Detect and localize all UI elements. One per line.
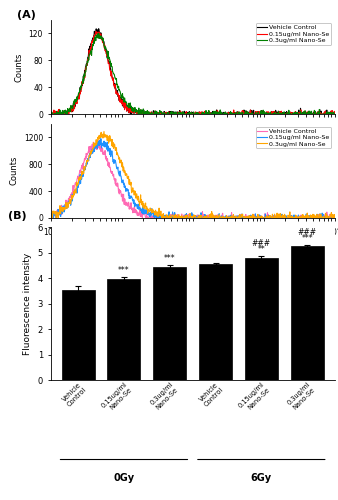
Vehicle Control <box>230 215 234 221</box>
0.3ug/ml Nano-Se <box>221 112 225 117</box>
Text: (A): (A) <box>17 10 35 20</box>
0.3ug/ml Nano-Se <box>230 112 234 117</box>
0.3ug/ml Nano-Se <box>49 215 53 221</box>
Vehicle Control <box>214 215 218 221</box>
0.3ug/ml Nano-Se <box>293 112 297 117</box>
Legend: Vehicle Control, 0.15ug/ml Nano-Se, 0.3ug/ml Nano-Se: Vehicle Control, 0.15ug/ml Nano-Se, 0.3u… <box>256 23 332 45</box>
Text: **: ** <box>258 245 265 254</box>
Y-axis label: Counts: Counts <box>9 156 18 186</box>
0.3ug/ml Nano-Se <box>49 112 53 117</box>
0.3ug/ml Nano-Se <box>333 111 337 117</box>
Vehicle Control <box>294 112 298 117</box>
0.3ug/ml Nano-Se <box>66 204 70 210</box>
Vehicle Control <box>49 112 53 117</box>
Vehicle Control <box>49 108 53 114</box>
0.3ug/ml Nano-Se <box>230 215 234 221</box>
Line: 0.3ug/ml Nano-Se: 0.3ug/ml Nano-Se <box>51 132 335 218</box>
Vehicle Control <box>294 215 298 221</box>
Line: 0.15ug/ml Nano-Se: 0.15ug/ml Nano-Se <box>51 32 335 114</box>
0.15ug/ml Nano-Se <box>49 112 53 117</box>
Bar <box>153 267 186 380</box>
0.3ug/ml Nano-Se <box>214 110 218 116</box>
Vehicle Control <box>49 215 53 221</box>
0.15ug/ml Nano-Se <box>49 214 53 220</box>
0.15ug/ml Nano-Se <box>214 215 218 221</box>
Vehicle Control <box>97 26 101 32</box>
Y-axis label: Fluorescence intensity: Fluorescence intensity <box>23 252 32 354</box>
Vehicle Control <box>333 112 337 117</box>
Vehicle Control <box>265 212 269 218</box>
0.15ug/ml Nano-Se <box>50 215 54 221</box>
0.15ug/ml Nano-Se <box>214 112 218 117</box>
0.3ug/ml Nano-Se <box>264 110 268 116</box>
Vehicle Control <box>49 214 53 220</box>
Bar <box>245 258 278 380</box>
0.3ug/ml Nano-Se <box>293 212 297 218</box>
0.3ug/ml Nano-Se <box>333 214 337 220</box>
0.3ug/ml Nano-Se <box>66 109 70 115</box>
Line: Vehicle Control: Vehicle Control <box>51 140 335 218</box>
Text: ###: ### <box>252 239 271 248</box>
0.3ug/ml Nano-Se <box>221 214 225 220</box>
0.15ug/ml Nano-Se <box>265 214 269 220</box>
Vehicle Control <box>67 108 71 114</box>
Line: 0.3ug/ml Nano-Se: 0.3ug/ml Nano-Se <box>51 33 335 114</box>
0.3ug/ml Nano-Se <box>214 215 218 221</box>
Text: ***: *** <box>301 234 313 243</box>
0.15ug/ml Nano-Se <box>264 109 268 115</box>
Text: 6Gy: 6Gy <box>251 474 272 484</box>
Bar <box>62 290 95 380</box>
Line: 0.15ug/ml Nano-Se: 0.15ug/ml Nano-Se <box>51 138 335 218</box>
Vehicle Control <box>222 215 226 221</box>
0.3ug/ml Nano-Se <box>102 128 106 134</box>
Y-axis label: Counts: Counts <box>14 52 23 82</box>
Text: 0Gy: 0Gy <box>114 474 135 484</box>
Text: (B): (B) <box>8 211 27 221</box>
Legend: Vehicle Control, 0.15ug/ml Nano-Se, 0.3ug/ml Nano-Se: Vehicle Control, 0.15ug/ml Nano-Se, 0.3u… <box>256 126 332 148</box>
0.3ug/ml Nano-Se <box>97 30 101 36</box>
Text: ###: ### <box>297 228 317 237</box>
Text: ***: *** <box>164 254 175 263</box>
0.15ug/ml Nano-Se <box>230 112 234 117</box>
0.15ug/ml Nano-Se <box>293 108 297 114</box>
0.15ug/ml Nano-Se <box>222 215 226 221</box>
Vehicle Control <box>214 112 218 117</box>
Vehicle Control <box>230 112 234 117</box>
0.15ug/ml Nano-Se <box>94 28 98 34</box>
Vehicle Control <box>222 110 226 116</box>
0.15ug/ml Nano-Se <box>333 108 337 114</box>
0.15ug/ml Nano-Se <box>230 214 234 220</box>
Vehicle Control <box>333 214 337 220</box>
0.15ug/ml Nano-Se <box>221 111 225 117</box>
Bar <box>199 264 232 380</box>
0.3ug/ml Nano-Se <box>264 214 268 220</box>
Text: ***: *** <box>118 266 130 276</box>
Bar <box>291 246 323 380</box>
0.15ug/ml Nano-Se <box>333 215 337 221</box>
X-axis label: FL1-H: FL1-H <box>180 241 206 250</box>
Vehicle Control <box>67 196 71 202</box>
Line: Vehicle Control: Vehicle Control <box>51 28 335 114</box>
Bar <box>107 279 141 380</box>
0.15ug/ml Nano-Se <box>67 201 71 207</box>
Vehicle Control <box>96 138 100 143</box>
0.15ug/ml Nano-Se <box>66 108 70 114</box>
0.15ug/ml Nano-Se <box>99 136 103 141</box>
0.15ug/ml Nano-Se <box>294 215 298 221</box>
Vehicle Control <box>265 110 269 116</box>
